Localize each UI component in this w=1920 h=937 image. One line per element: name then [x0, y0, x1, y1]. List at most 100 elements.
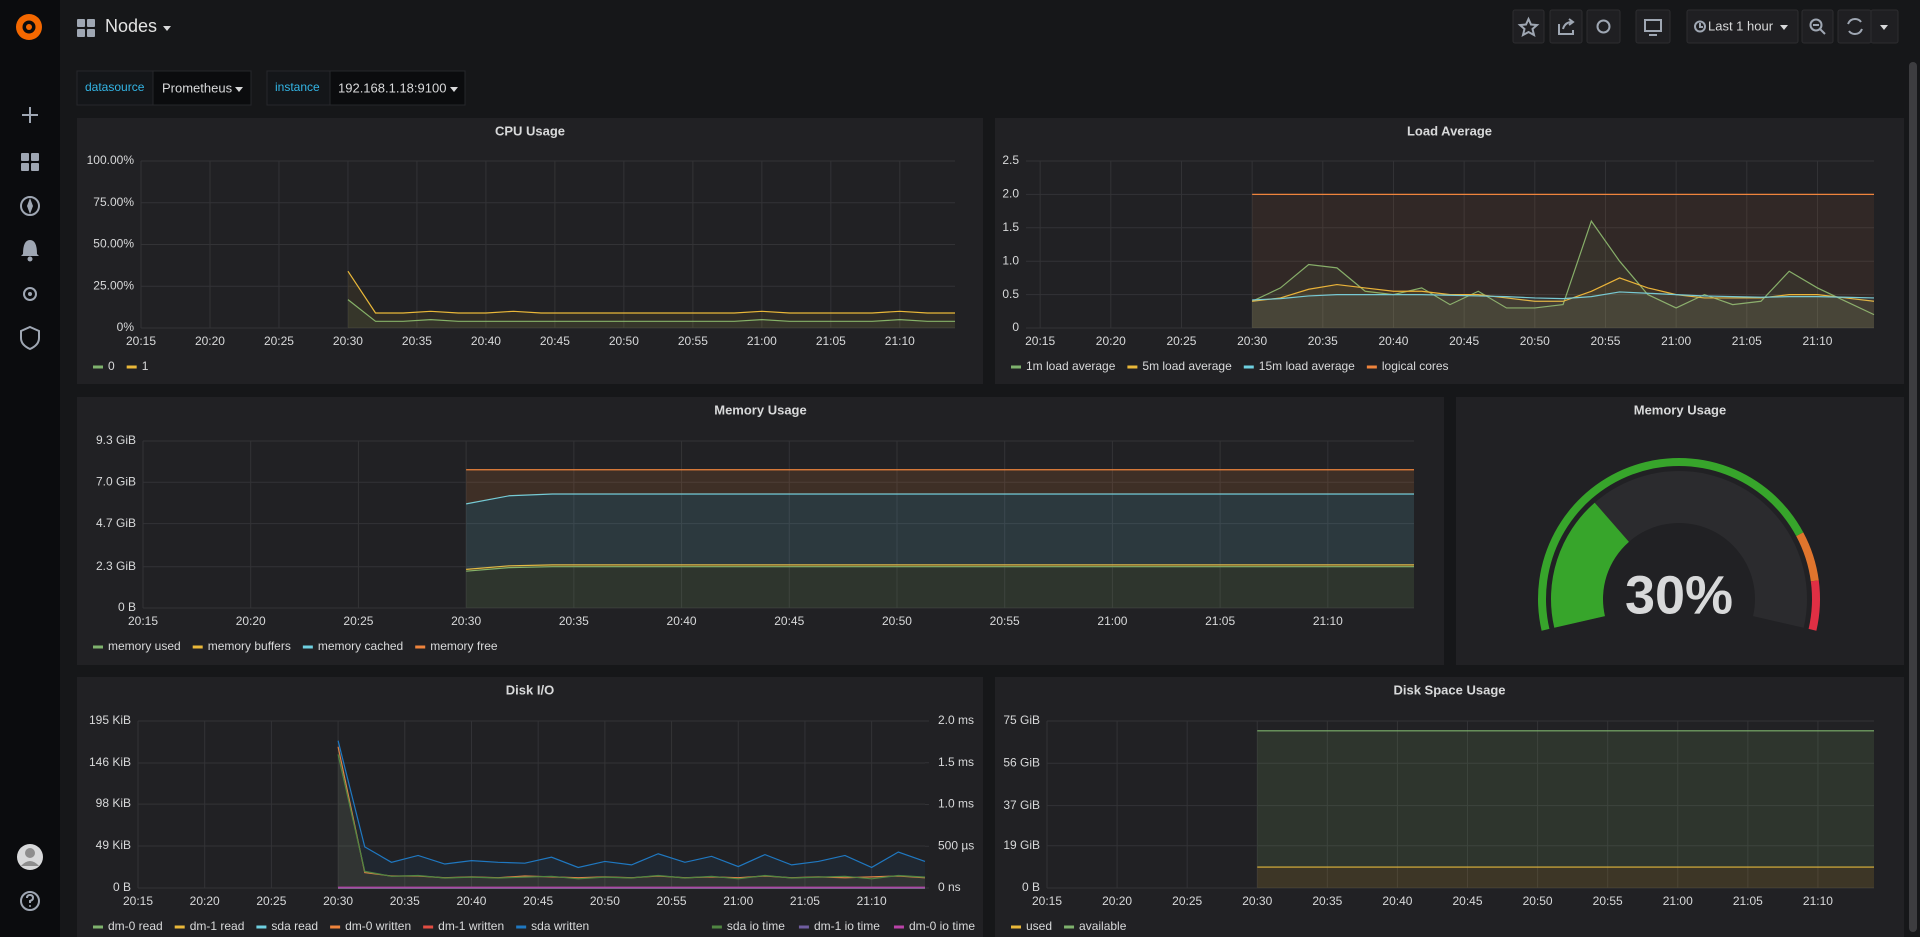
- variable-value[interactable]: 192.168.1.18:9100: [338, 80, 446, 95]
- x-tick-label: 20:45: [774, 614, 804, 628]
- time-range[interactable]: Last 1 hour: [1708, 18, 1774, 33]
- y-tick-label: 7.0 GiB: [96, 474, 136, 488]
- dashboard-title[interactable]: Nodes: [105, 16, 157, 36]
- legend-label: memory free: [430, 639, 498, 653]
- panel: Load Average00.51.01.52.02.520:1520:2020…: [995, 118, 1904, 384]
- y-tick-label: 75 GiB: [1003, 713, 1040, 727]
- y-tick-label: 2.0: [1002, 187, 1019, 201]
- x-tick-label: 21:10: [885, 334, 915, 348]
- legend-label: 15m load average: [1259, 359, 1355, 373]
- y-tick-label: 100.00%: [87, 153, 135, 167]
- x-tick-label: 20:45: [523, 894, 553, 908]
- x-tick-label: 20:55: [1593, 894, 1623, 908]
- panel: Memory Usage0 B2.3 GiB4.7 GiB7.0 GiB9.3 …: [77, 397, 1444, 665]
- settings-button[interactable]: [1587, 10, 1620, 43]
- x-tick-label: 20:25: [256, 894, 286, 908]
- zoom-out-button[interactable]: [1802, 10, 1833, 43]
- x-tick-label: 20:40: [1378, 334, 1408, 348]
- x-tick-label: 20:20: [195, 334, 225, 348]
- legend-label: memory cached: [318, 639, 403, 653]
- x-tick-label: 20:20: [236, 614, 266, 628]
- refresh-interval-button[interactable]: [1871, 10, 1898, 43]
- series-area: [466, 494, 1414, 569]
- series-area: [1257, 731, 1874, 867]
- y-tick-label: 0%: [117, 320, 135, 334]
- y-tick-label: 56 GiB: [1003, 755, 1040, 769]
- legend-label: dm-0 read: [108, 919, 163, 933]
- share-button[interactable]: [1550, 10, 1582, 43]
- x-tick-label: 20:40: [1382, 894, 1412, 908]
- y-tick-label: 75.00%: [93, 195, 134, 209]
- panel-title: Disk Space Usage: [1393, 682, 1505, 697]
- x-tick-label: 20:35: [402, 334, 432, 348]
- x-tick-label: 21:00: [747, 334, 777, 348]
- y-tick-label: 4.7 GiB: [96, 516, 136, 530]
- y-tick-label: 37 GiB: [1003, 798, 1040, 812]
- x-tick-label: 20:55: [657, 894, 687, 908]
- legend-label: dm-1 io time: [814, 919, 880, 933]
- x-tick-label: 20:50: [1520, 334, 1550, 348]
- variable-label: datasource: [85, 80, 145, 94]
- time-picker[interactable]: Last 1 hour: [1687, 10, 1798, 43]
- legend-label: 1: [142, 359, 149, 373]
- tv-mode-button[interactable]: [1636, 10, 1670, 43]
- panel-title: Disk I/O: [506, 682, 554, 697]
- sidebar: [0, 0, 60, 937]
- variable-value[interactable]: Prometheus: [162, 80, 233, 95]
- legend-label: 5m load average: [1142, 359, 1232, 373]
- scrollbar-thumb[interactable]: [1909, 62, 1917, 932]
- x-tick-label: 20:45: [1449, 334, 1479, 348]
- x-tick-label: 20:40: [667, 614, 697, 628]
- panel: CPU Usage0%25.00%50.00%75.00%100.00%20:1…: [77, 118, 983, 384]
- profile-avatar[interactable]: [17, 844, 43, 870]
- x-tick-label: 21:10: [1802, 334, 1832, 348]
- series-area: [1252, 194, 1874, 328]
- x-tick-label: 20:15: [128, 614, 158, 628]
- panel-title: Load Average: [1407, 123, 1492, 138]
- y-tick-label: 49 KiB: [96, 838, 131, 852]
- x-tick-label: 21:00: [723, 894, 753, 908]
- legend-label: dm-1 read: [190, 919, 245, 933]
- legend-label: available: [1079, 919, 1127, 933]
- x-tick-label: 21:00: [1663, 894, 1693, 908]
- x-tick-label: 20:15: [123, 894, 153, 908]
- series-area: [1257, 867, 1874, 888]
- legend-label: sda written: [531, 919, 589, 933]
- datasource-variable[interactable]: datasource Prometheus: [77, 71, 251, 105]
- series-area: [466, 567, 1414, 608]
- refresh-button[interactable]: [1838, 10, 1871, 43]
- y-tick-label: 2.5: [1002, 153, 1019, 167]
- x-tick-label: 20:35: [559, 614, 589, 628]
- x-tick-label: 20:15: [126, 334, 156, 348]
- legend-label: used: [1026, 919, 1052, 933]
- panel-title: CPU Usage: [495, 123, 565, 138]
- x-tick-label: 20:15: [1025, 334, 1055, 348]
- x-tick-label: 21:00: [1661, 334, 1691, 348]
- x-tick-label: 21:05: [790, 894, 820, 908]
- y-tick-label: 0: [1012, 320, 1019, 334]
- x-tick-label: 21:10: [1313, 614, 1343, 628]
- instance-variable[interactable]: instance 192.168.1.18:9100: [267, 71, 465, 105]
- x-tick-label: 20:55: [990, 614, 1020, 628]
- y-tick-label: 0 B: [113, 880, 131, 894]
- x-tick-label: 20:30: [451, 614, 481, 628]
- panel: Disk Space Usage0 B19 GiB37 GiB56 GiB75 …: [995, 677, 1904, 937]
- grafana-logo[interactable]: [16, 14, 42, 40]
- y-tick-label: 0 B: [1022, 880, 1040, 894]
- legend-label: logical cores: [1382, 359, 1449, 373]
- y-tick-label: 0.5: [1002, 287, 1019, 301]
- y-tick-label: 146 KiB: [89, 755, 131, 769]
- panel-title: Memory Usage: [714, 402, 806, 417]
- x-tick-label: 20:40: [456, 894, 486, 908]
- y2-tick-label: 0 ns: [938, 880, 961, 894]
- panel: Memory Usage30%: [1456, 397, 1904, 665]
- panel: Disk I/O0 B49 KiB98 KiB146 KiB195 KiB0 n…: [77, 677, 983, 937]
- x-tick-label: 20:25: [1166, 334, 1196, 348]
- x-tick-label: 20:50: [1523, 894, 1553, 908]
- legend-label: 0: [108, 359, 115, 373]
- y-tick-label: 195 KiB: [89, 713, 131, 727]
- x-tick-label: 21:05: [816, 334, 846, 348]
- star-button[interactable]: [1513, 10, 1544, 43]
- x-tick-label: 20:50: [882, 614, 912, 628]
- x-tick-label: 21:10: [1803, 894, 1833, 908]
